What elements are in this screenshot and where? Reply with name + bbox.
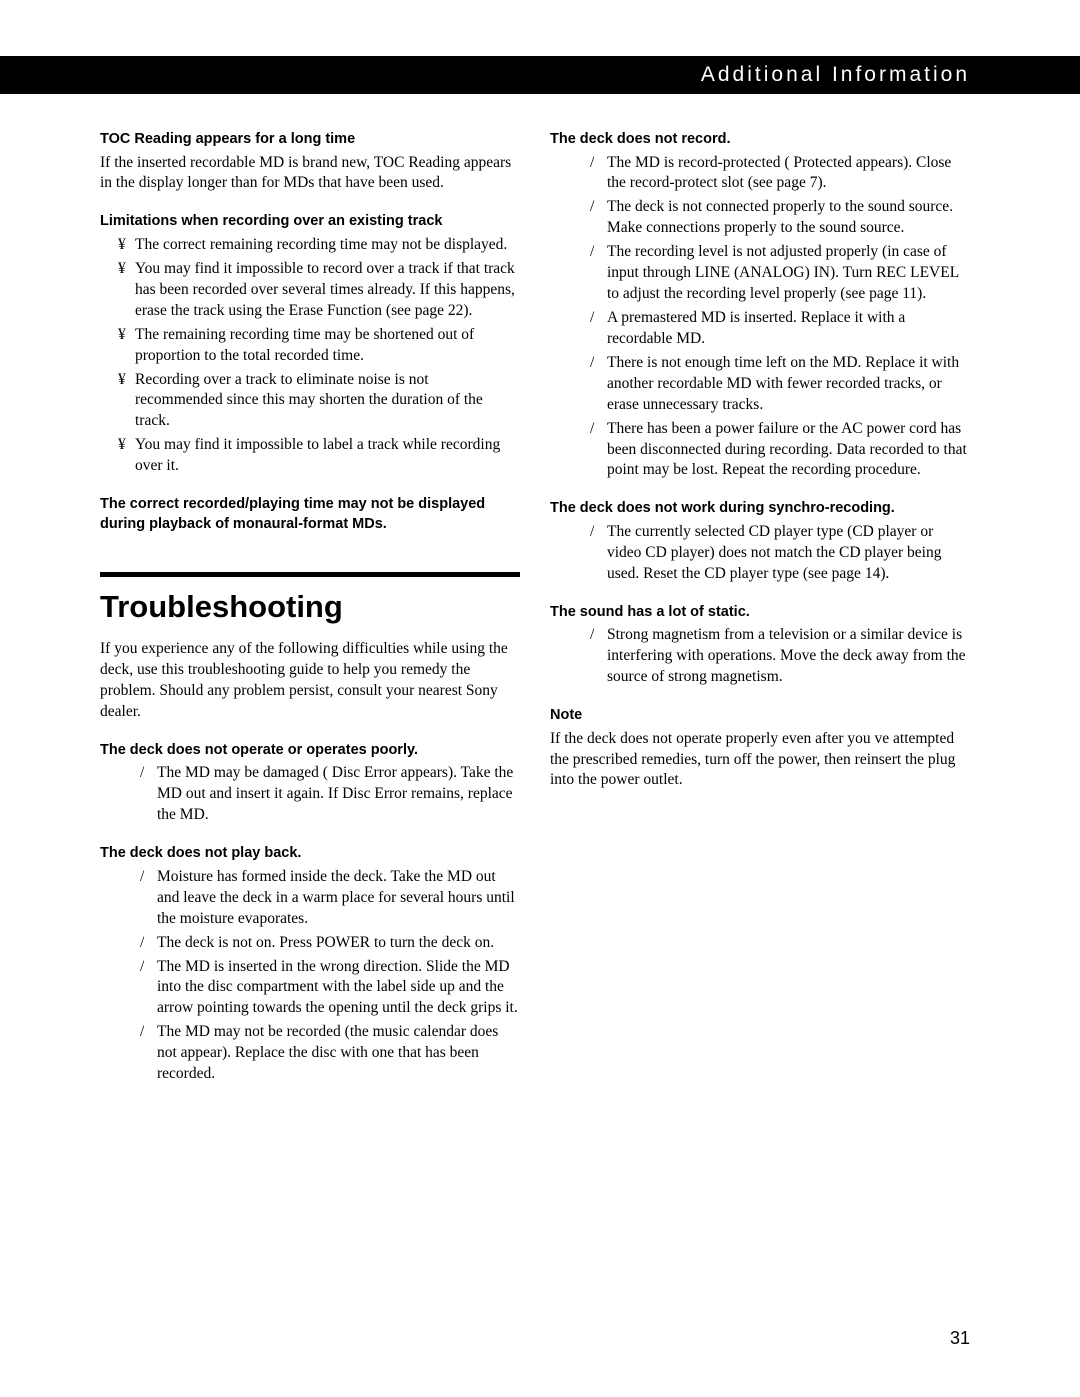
note-title: Note (550, 706, 970, 726)
note-block: Note If the deck does not operate proper… (550, 706, 970, 791)
header-title: Additional Information (701, 63, 970, 87)
list-item: ¥You may find it impossible to record ov… (118, 259, 520, 322)
page-number: 31 (950, 1328, 970, 1349)
toc-title: TOC Reading appears for a long time (100, 130, 520, 150)
list-item: /Moisture has formed inside the deck. Ta… (140, 867, 520, 930)
static-list: /Strong magnetism from a television or a… (550, 625, 970, 688)
playback-title: The deck does not play back. (100, 844, 520, 864)
playback-block: The deck does not play back. /Moisture h… (100, 844, 520, 1085)
static-block: The sound has a lot of static. /Strong m… (550, 603, 970, 688)
list-item: /The deck is not on. Press POWER to turn… (140, 933, 520, 954)
synchro-block: The deck does not work during synchro-re… (550, 499, 970, 584)
list-item: /The recording level is not adjusted pro… (590, 242, 970, 305)
list-item: ¥The remaining recording time may be sho… (118, 325, 520, 367)
list-item: /The MD may be damaged ( Disc Error appe… (140, 763, 520, 826)
list-item: /There has been a power failure or the A… (590, 419, 970, 482)
troubleshooting-intro: If you experience any of the following d… (100, 639, 520, 723)
list-item: ¥The correct remaining recording time ma… (118, 235, 520, 256)
troubleshooting-heading: Troubleshooting (100, 589, 520, 625)
list-item: /A premastered MD is inserted. Replace i… (590, 308, 970, 350)
left-column: TOC Reading appears for a long time If t… (100, 130, 520, 1103)
header-bar: Additional Information (0, 56, 1080, 94)
norecord-list: /The MD is record-protected ( Protected … (550, 153, 970, 482)
norecord-title: The deck does not record. (550, 130, 970, 150)
note-body: If the deck does not operate properly ev… (550, 729, 970, 792)
operate-list: /The MD may be damaged ( Disc Error appe… (100, 763, 520, 826)
limitations-title: Limitations when recording over an exist… (100, 212, 520, 232)
page-content: TOC Reading appears for a long time If t… (0, 0, 1080, 1153)
list-item: /Strong magnetism from a television or a… (590, 625, 970, 688)
limitations-list: ¥The correct remaining recording time ma… (100, 235, 520, 477)
list-item: /The MD may not be recorded (the music c… (140, 1022, 520, 1085)
list-item: ¥You may find it impossible to label a t… (118, 435, 520, 477)
monaural-title: The correct recorded/playing time may no… (100, 495, 520, 534)
operate-title: The deck does not operate or operates po… (100, 741, 520, 761)
list-item: /The currently selected CD player type (… (590, 522, 970, 585)
list-item: ¥Recording over a track to eliminate noi… (118, 370, 520, 433)
list-item: /There is not enough time left on the MD… (590, 353, 970, 416)
static-title: The sound has a lot of static. (550, 603, 970, 623)
section-rule (100, 572, 520, 577)
monaural-block: The correct recorded/playing time may no… (100, 495, 520, 534)
toc-block: TOC Reading appears for a long time If t… (100, 130, 520, 194)
list-item: /The deck is not connected properly to t… (590, 197, 970, 239)
synchro-list: /The currently selected CD player type (… (550, 522, 970, 585)
norecord-block: The deck does not record. /The MD is rec… (550, 130, 970, 481)
operate-block: The deck does not operate or operates po… (100, 741, 520, 826)
toc-body: If the inserted recordable MD is brand n… (100, 153, 520, 195)
list-item: /The MD is inserted in the wrong directi… (140, 957, 520, 1020)
right-column: The deck does not record. /The MD is rec… (550, 130, 970, 1103)
playback-list: /Moisture has formed inside the deck. Ta… (100, 867, 520, 1085)
limitations-block: Limitations when recording over an exist… (100, 212, 520, 477)
list-item: /The MD is record-protected ( Protected … (590, 153, 970, 195)
synchro-title: The deck does not work during synchro-re… (550, 499, 970, 519)
